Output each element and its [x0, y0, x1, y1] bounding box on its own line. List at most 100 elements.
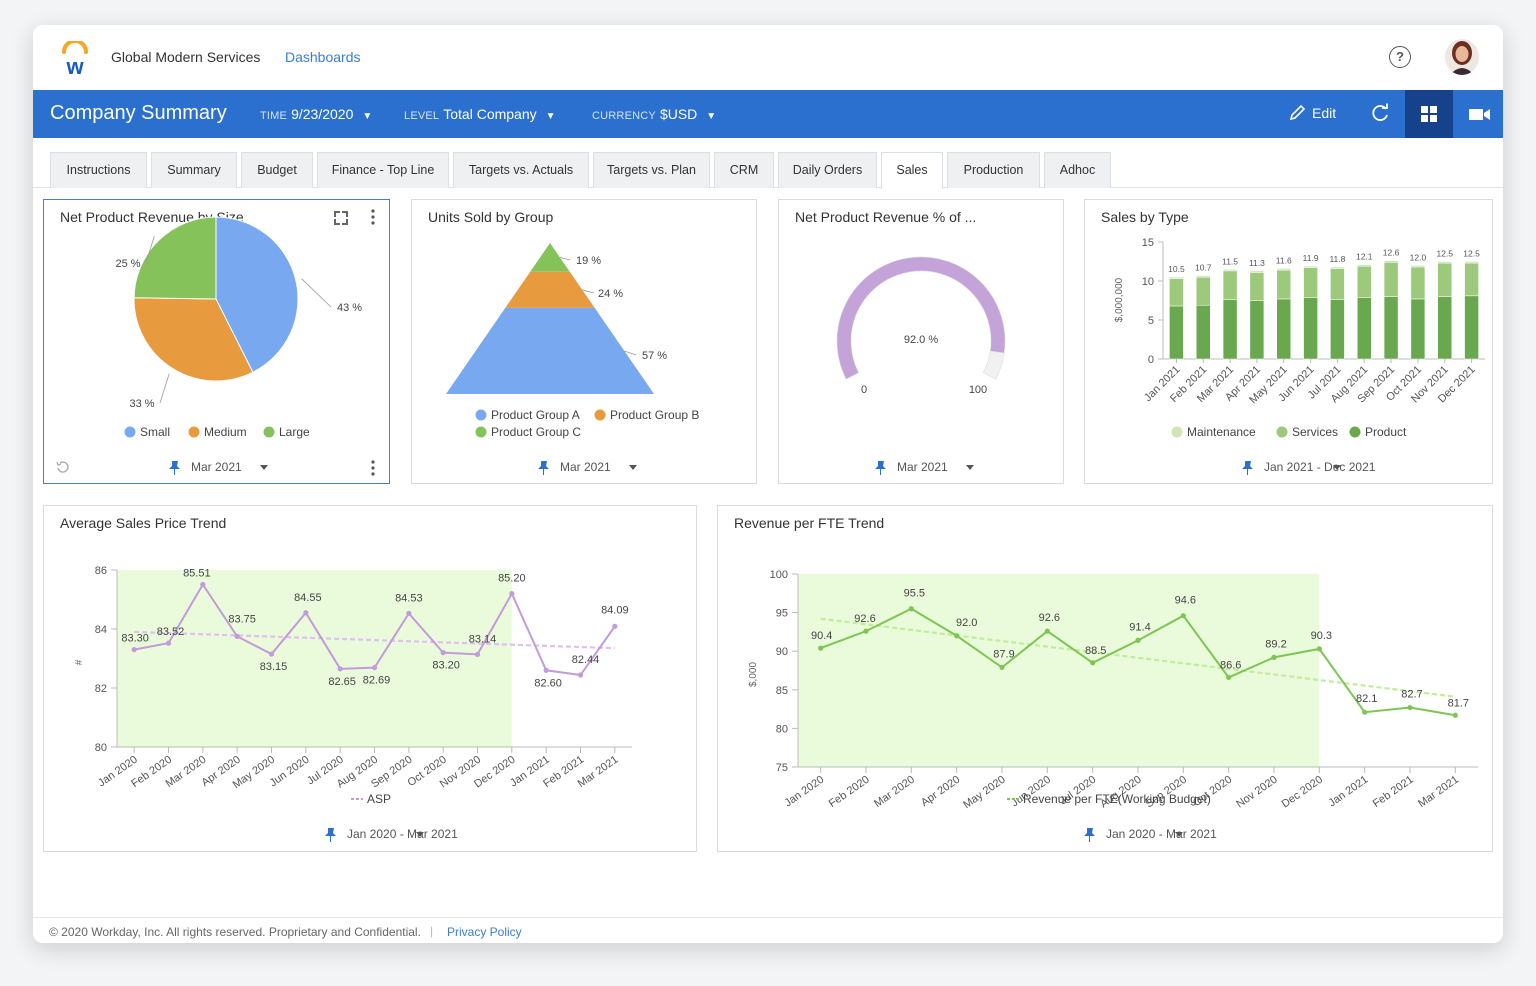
bar-segment-product[interactable]: [1276, 298, 1291, 360]
data-point[interactable]: [131, 647, 137, 653]
bar-segment-services[interactable]: [1276, 269, 1291, 300]
pyramid-segment-product-group-c[interactable]: [530, 243, 570, 272]
data-point[interactable]: [954, 633, 960, 639]
tab-targets-vs-plan[interactable]: Targets vs. Plan: [593, 152, 710, 188]
bar-segment-services[interactable]: [1330, 268, 1345, 300]
tab-targets-vs-actuals[interactable]: Targets vs. Actuals: [453, 152, 589, 188]
card-revenue-pct[interactable]: Net Product Revenue % of ... 92.0 % 0 100 M…: [778, 199, 1064, 484]
bar-segment-product[interactable]: [1383, 296, 1399, 360]
bar-segment-services[interactable]: [1464, 262, 1479, 297]
card-average-sales-price[interactable]: Average Sales Price Trend 80 82 84 86 # Jan 2…: [43, 505, 697, 852]
data-point[interactable]: [371, 665, 378, 671]
tab-adhoc[interactable]: Adhoc: [1044, 152, 1111, 188]
data-point[interactable]: [1135, 637, 1141, 643]
data-point[interactable]: [337, 666, 343, 672]
tab-budget[interactable]: Budget: [241, 152, 313, 188]
dashboards-link[interactable]: Dashboards: [285, 49, 361, 65]
data-point[interactable]: [440, 650, 446, 656]
bar-segment-services[interactable]: [1222, 270, 1238, 300]
tab-daily-orders[interactable]: Daily Orders: [778, 152, 877, 188]
data-point[interactable]: [863, 628, 869, 634]
more-options-icon[interactable]: [371, 460, 375, 476]
bar-segment-maintenance[interactable]: [1464, 261, 1479, 264]
date-filter[interactable]: Jan 2021 - Dec 2021: [1242, 460, 1376, 475]
tab-crm[interactable]: CRM: [714, 152, 774, 188]
workday-logo[interactable]: w: [59, 41, 91, 77]
bar-segment-product[interactable]: [1410, 298, 1426, 360]
bar-segment-maintenance[interactable]: [1276, 268, 1291, 271]
data-point[interactable]: [1044, 628, 1050, 634]
date-filter[interactable]: Mar 2021: [538, 460, 637, 475]
data-point[interactable]: [234, 633, 240, 639]
data-point[interactable]: [200, 581, 206, 588]
tab-summary[interactable]: Summary: [151, 152, 237, 188]
data-point[interactable]: [268, 651, 275, 657]
refresh-icon[interactable]: [1369, 103, 1391, 125]
bar-segment-services[interactable]: [1303, 267, 1318, 298]
bar-segment-maintenance[interactable]: [1222, 269, 1238, 272]
tab-finance-top-line[interactable]: Finance - Top Line: [317, 152, 449, 188]
data-point[interactable]: [1407, 704, 1413, 711]
data-point[interactable]: [406, 610, 412, 616]
help-icon[interactable]: ?: [1389, 46, 1411, 68]
card-revenue-by-size[interactable]: Net Product Revenue by Size 43 % 33 % 25 %…: [43, 199, 390, 484]
data-point[interactable]: [1226, 674, 1232, 681]
data-point[interactable]: [1180, 613, 1186, 619]
bar-segment-product[interactable]: [1303, 297, 1318, 360]
data-point[interactable]: [543, 667, 549, 673]
currency-filter[interactable]: CURRENCY $USD ▼: [592, 106, 717, 122]
bar-segment-services[interactable]: [1357, 265, 1372, 298]
date-filter[interactable]: Mar 2021: [169, 460, 268, 475]
bar-segment-maintenance[interactable]: [1437, 261, 1452, 264]
pyramid-segment-product-group-a[interactable]: [446, 307, 654, 394]
more-options-icon[interactable]: [371, 209, 375, 225]
bar-segment-product[interactable]: [1169, 305, 1184, 360]
bar-segment-services[interactable]: [1249, 272, 1265, 301]
time-filter[interactable]: TIME 9/23/2020 ▼: [260, 106, 373, 122]
bar-segment-services[interactable]: [1196, 276, 1211, 306]
bar-segment-product[interactable]: [1464, 295, 1479, 360]
bar-segment-maintenance[interactable]: [1357, 264, 1372, 267]
data-point[interactable]: [1452, 712, 1458, 718]
bar-segment-services[interactable]: [1410, 266, 1426, 300]
card-sales-by-type[interactable]: Sales by Type 0 5 10 15 $,000,000 10.5 Jan 202…: [1084, 199, 1493, 484]
data-point[interactable]: [908, 606, 914, 612]
avatar[interactable]: [1445, 39, 1479, 75]
edit-button[interactable]: Edit: [1289, 104, 1336, 121]
data-point[interactable]: [577, 672, 584, 678]
card-revenue-per-fte[interactable]: Revenue per FTE Trend 75 80 85 90 95 100 $,000…: [717, 505, 1493, 852]
data-point[interactable]: [303, 610, 309, 616]
pie-slice-large[interactable]: [133, 216, 217, 300]
video-icon[interactable]: [1469, 105, 1491, 123]
data-point[interactable]: [509, 591, 515, 597]
undo-icon[interactable]: [56, 461, 69, 473]
data-point[interactable]: [818, 645, 824, 651]
privacy-policy-link[interactable]: Privacy Policy: [447, 925, 522, 939]
grid-view-button[interactable]: [1405, 90, 1453, 138]
bar-segment-product[interactable]: [1249, 300, 1265, 360]
bar-segment-maintenance[interactable]: [1303, 265, 1318, 268]
card-units-sold-by-group[interactable]: Units Sold by Group 19 % 24 % 57 % Product …: [411, 199, 757, 484]
bar-segment-product[interactable]: [1357, 297, 1372, 360]
bar-segment-product[interactable]: [1437, 296, 1452, 360]
bar-segment-product[interactable]: [1196, 304, 1211, 360]
tab-sales[interactable]: Sales: [881, 152, 943, 189]
bar-segment-product[interactable]: [1222, 299, 1238, 360]
data-point[interactable]: [1316, 646, 1322, 652]
data-point[interactable]: [612, 623, 618, 629]
data-point[interactable]: [1090, 660, 1096, 666]
pie-slice-small[interactable]: [215, 216, 299, 373]
data-point[interactable]: [474, 651, 481, 657]
data-point[interactable]: [999, 664, 1005, 671]
pyramid-segment-product-group-b[interactable]: [505, 271, 595, 308]
bar-segment-maintenance[interactable]: [1169, 276, 1184, 279]
date-filter[interactable]: Mar 2021: [875, 460, 974, 475]
bar-segment-maintenance[interactable]: [1249, 270, 1265, 273]
bar-segment-product[interactable]: [1330, 299, 1345, 360]
expand-icon[interactable]: [334, 211, 348, 225]
data-point[interactable]: [1271, 654, 1277, 660]
data-point[interactable]: [1362, 709, 1368, 715]
bar-segment-services[interactable]: [1169, 278, 1184, 307]
bar-segment-maintenance[interactable]: [1196, 275, 1211, 278]
bar-segment-maintenance[interactable]: [1383, 260, 1399, 263]
